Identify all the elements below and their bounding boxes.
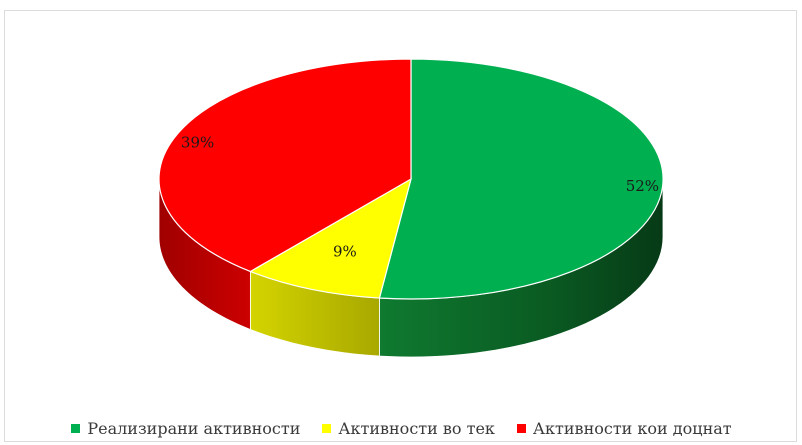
- pie-slice-realized: [378, 58, 664, 300]
- pie-chart: 52% 9% 39%: [158, 58, 664, 358]
- pie-tops: [158, 58, 664, 300]
- legend-item-realized: Реализирани активности: [71, 419, 300, 438]
- pie-slice-delayed: [158, 58, 412, 273]
- legend-swatch-realized: [71, 424, 81, 433]
- chart-frame: 52% 9% 39% Реализирани активности Активнос…: [4, 10, 797, 442]
- legend-item-in-progress: Активности во тек: [322, 419, 495, 438]
- legend-swatch-delayed: [516, 424, 526, 433]
- pie-label-delayed: 39%: [181, 133, 214, 151]
- pie-labels: 52% 9% 39%: [181, 133, 659, 260]
- pie-sides: [158, 178, 664, 358]
- legend-swatch-in-progress: [322, 424, 332, 433]
- pie-slice-in-progress: [248, 177, 412, 299]
- pie-label-realized: 52%: [626, 177, 659, 195]
- legend-label-delayed: Активности кои доцнат: [532, 419, 732, 438]
- legend-label-in-progress: Активности во тек: [338, 419, 495, 438]
- legend: Реализирани активности Активности во тек…: [5, 419, 798, 438]
- legend-item-delayed: Активности кои доцнат: [516, 419, 732, 438]
- legend-label-realized: Реализирани активности: [87, 419, 301, 438]
- pie-label-in-progress: 9%: [333, 243, 357, 261]
